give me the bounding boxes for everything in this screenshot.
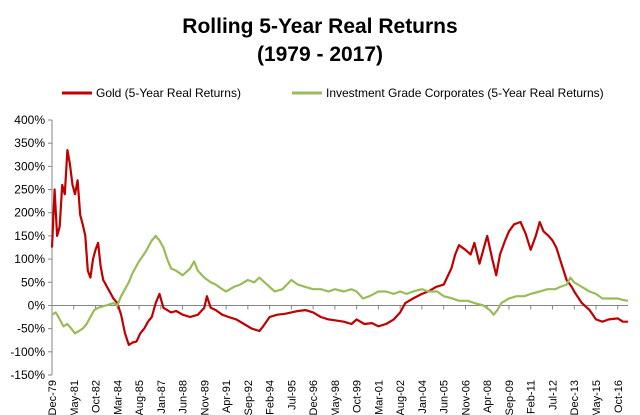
y-tick-label: 200% (14, 206, 45, 220)
x-tick-label: Feb-94 (265, 380, 277, 415)
x-tick-label: Jan-04 (417, 380, 429, 414)
axes: 400% 350% 300% 250% 200% 150% 100% 50% 0% -50% -10… (10, 113, 628, 415)
chart-title: Rolling 5-Year Real Returns (182, 15, 457, 38)
x-tick-label: Sep-09 (504, 380, 516, 415)
y-tick-label: 100% (14, 252, 45, 266)
x-tick-label: May-98 (330, 380, 342, 415)
x-tick-label: Nov-89 (199, 380, 211, 415)
y-tick-label: 50% (21, 275, 45, 289)
x-tick-label: Oct-82 (91, 380, 103, 413)
x-tick-label: May-81 (69, 380, 81, 415)
x-tick-label: Apr-08 (482, 380, 494, 413)
x-tick-label: Oct-99 (352, 380, 364, 413)
x-tick-label: Mar-84 (112, 380, 124, 415)
x-tick-label: Dec-13 (569, 380, 581, 415)
y-tick-label: 150% (14, 229, 45, 243)
x-tick-label: Jul-95 (286, 380, 298, 410)
x-tick-label: Mar-01 (373, 380, 385, 415)
series-line-corporates (51, 234, 629, 335)
y-tick-label: 400% (14, 113, 45, 127)
chart-subtitle: (1979 - 2017) (257, 43, 383, 66)
x-tick-label: Jul-12 (547, 380, 559, 410)
y-tick-label: 300% (14, 159, 45, 173)
y-tick-label: -50% (17, 322, 45, 336)
x-tick-label: Jun-05 (439, 380, 451, 414)
x-tick-label: Oct-16 (613, 380, 625, 413)
series-line-gold (50, 149, 628, 346)
y-tick-label: 0% (28, 298, 46, 312)
x-tick-label: Aug-02 (395, 380, 407, 415)
y-tick-label: 350% (14, 136, 45, 150)
x-tick-label: Aug-85 (134, 380, 146, 415)
legend: Gold (5-Year Real Returns) Investment Gr… (62, 86, 604, 100)
x-tick-label: Jun-88 (178, 380, 190, 414)
y-tick-label: -150% (10, 368, 45, 382)
x-tick-label: May-15 (591, 380, 603, 415)
legend-label-gold: Gold (5-Year Real Returns) (96, 86, 241, 100)
x-tick-label: Apr-91 (221, 380, 233, 413)
x-tick-label: Dec-79 (47, 380, 59, 415)
x-tick-label: Jan-87 (156, 380, 168, 414)
y-tick-label: 250% (14, 183, 45, 197)
x-tick-label: Dec-96 (308, 380, 320, 415)
legend-label-corporates: Investment Grade Corporates (5-Year Real… (326, 86, 604, 100)
x-tick-label: Sep-92 (243, 380, 255, 415)
x-tick-label: Feb-11 (526, 380, 538, 414)
x-tick-label: Nov-06 (460, 380, 472, 415)
series-layer (50, 149, 629, 346)
y-tick-label: -100% (10, 345, 45, 359)
